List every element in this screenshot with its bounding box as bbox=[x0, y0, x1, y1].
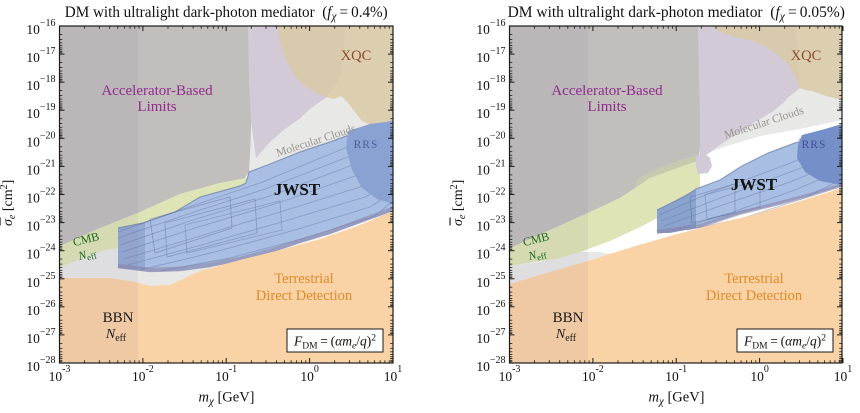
svg-text:Neff: Neff bbox=[105, 327, 127, 344]
svg-text:FDM = (αme/q)2: FDM = (αme/q)2 bbox=[293, 334, 376, 352]
svg-text:Direct Detection: Direct Detection bbox=[706, 288, 803, 304]
svg-text:XQC: XQC bbox=[791, 48, 822, 64]
svg-text:Direct Detection: Direct Detection bbox=[256, 288, 353, 304]
svg-text:JWST: JWST bbox=[274, 180, 321, 199]
svg-text:Terrestrial: Terrestrial bbox=[724, 271, 783, 287]
svg-text:mχ [GeV]: mχ [GeV] bbox=[649, 390, 705, 408]
svg-text:BBN: BBN bbox=[103, 310, 134, 326]
svg-text:XQC: XQC bbox=[341, 48, 372, 64]
svg-text:RRS: RRS bbox=[354, 139, 379, 151]
svg-text:DM with ultralight dark-photon: DM with ultralight dark-photon mediator … bbox=[65, 4, 388, 23]
svg-text:FDM = (αme/q)2: FDM = (αme/q)2 bbox=[743, 334, 826, 352]
svg-text:Limits: Limits bbox=[587, 99, 626, 115]
svg-text:Limits: Limits bbox=[137, 99, 176, 115]
svg-text:CMB: CMB bbox=[71, 229, 100, 249]
svg-text:RRS: RRS bbox=[802, 139, 827, 151]
svg-text:Neff: Neff bbox=[555, 327, 577, 344]
svg-text:DM with ultralight dark-photon: DM with ultralight dark-photon mediator … bbox=[508, 4, 845, 23]
svg-text:σe [cm2]: σe [cm2] bbox=[449, 180, 468, 226]
svg-text:JWST: JWST bbox=[731, 175, 778, 194]
svg-text:mχ [GeV]: mχ [GeV] bbox=[199, 390, 255, 408]
svg-text:Accelerator-Based: Accelerator-Based bbox=[101, 83, 213, 99]
svg-text:BBN: BBN bbox=[553, 310, 584, 326]
svg-text:Terrestrial: Terrestrial bbox=[274, 271, 333, 287]
svg-text:CMB: CMB bbox=[521, 229, 550, 249]
svg-text:σe [cm2]: σe [cm2] bbox=[0, 180, 18, 226]
svg-text:Accelerator-Based: Accelerator-Based bbox=[551, 83, 663, 99]
